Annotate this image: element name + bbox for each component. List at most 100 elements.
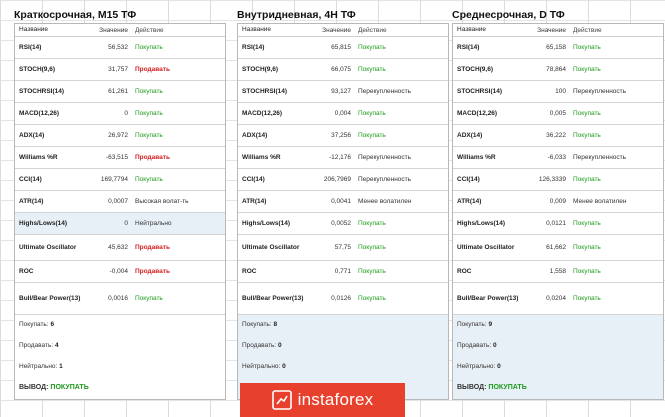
indicator-name: ADX(14) [19, 131, 45, 139]
verdict-value: ПОКУПАТЬ [488, 384, 527, 391]
indicator-name: STOCHRSI(14) [457, 87, 503, 95]
indicator-name: STOCHRSI(14) [242, 87, 288, 95]
table-row-cci: CCI(14) 126,3339 Покупать [453, 169, 663, 191]
column-header: Действие [135, 26, 164, 34]
indicator-value: 0,0007 [108, 198, 128, 205]
table-row-rsi: RSI(14) 56,532 Покупать [15, 37, 225, 59]
indicator-value: 1,558 [549, 268, 566, 275]
indicator-name: ATR(14) [19, 197, 44, 205]
indicator-value: 61,662 [546, 244, 566, 251]
summary-count: 6 [50, 321, 55, 328]
indicator-action: Продавать [135, 268, 170, 275]
table-row-stochrsi: STOCHRSI(14) 100 Перекупленность [453, 81, 663, 103]
summary-label: Нейтрально: [457, 363, 496, 370]
table-row-macd: MACD(12,26) 0,004 Покупать [238, 103, 448, 125]
indicator-name: RSI(14) [242, 43, 265, 51]
indicator-name: CCI(14) [457, 175, 480, 183]
table-row-ultimate-oscillator: Ultimate Oscillator 45,632 Продавать [15, 235, 225, 261]
panel-intraday: Внутридневная, 4H ТФ Название Значение Дейс… [237, 9, 449, 405]
table-row-ultimate-oscillator: Ultimate Oscillator 61,662 Покупать [453, 235, 663, 261]
summary-count: 4 [55, 342, 59, 349]
table-header: Название Значение Действие [453, 24, 663, 37]
indicator-value: 0 [124, 110, 128, 117]
indicator-value: 61,261 [108, 88, 128, 95]
indicator-action: Покупать [573, 176, 601, 183]
table-header: Название Значение Действие [15, 24, 225, 37]
indicator-name: Williams %R [19, 153, 58, 161]
indicator-action: Покупать [573, 110, 601, 117]
table-row-stochrsi: STOCHRSI(14) 93,127 Перекупленность [238, 81, 448, 103]
indicator-table: Название Значение Действие RSI(14) 65,815 Пок… [237, 23, 449, 400]
summary-block: Покупать: 6 Продавать: 4 Нейтрально: 1 ВЫВО… [15, 315, 225, 399]
summary-label: Продавать: [242, 342, 277, 349]
indicator-action: Покупать [358, 110, 386, 117]
indicator-name: CCI(14) [19, 175, 42, 183]
indicator-value: 0 [124, 220, 128, 227]
table-row-cci: CCI(14) 206,7969 Перекупленность [238, 169, 448, 191]
indicator-action: Продавать [135, 154, 170, 161]
summary-count: 1 [59, 363, 63, 370]
indicator-name: Bull/Bear Power(13) [242, 294, 304, 302]
indicator-name: Bull/Bear Power(13) [457, 294, 519, 302]
indicator-action: Покупать [358, 66, 386, 73]
indicator-action: Продавать [135, 66, 170, 73]
summary-count: 0 [282, 363, 286, 370]
summary-neutral: Нейтрально: 0 [242, 363, 286, 370]
indicator-action: Покупать [358, 220, 386, 227]
table-row-ultimate-oscillator: Ultimate Oscillator 57,75 Покупать [238, 235, 448, 261]
summary-block: Покупать: 9 Продавать: 0 Нейтрально: 0 ВЫВО… [453, 315, 663, 399]
indicator-action: Перекупленность [573, 154, 627, 161]
indicator-name: ROC [457, 267, 472, 275]
summary-label: Нейтрально: [242, 363, 281, 370]
indicator-value: 37,256 [331, 132, 351, 139]
indicator-action: Покупать [135, 176, 163, 183]
panel-title: Среднесрочная, D ТФ [452, 9, 565, 21]
indicator-action: Покупать [135, 44, 163, 51]
indicator-name: ADX(14) [457, 131, 483, 139]
indicator-value: -12,176 [328, 154, 351, 161]
indicator-table: Название Значение Действие RSI(14) 56,532 Пок… [14, 23, 226, 400]
indicator-name: Ultimate Oscillator [19, 243, 77, 251]
summary-count: 9 [488, 321, 493, 328]
panel-short-term: Краткосрочная, M15 ТФ Название Значение Дей… [14, 9, 226, 405]
indicator-value: 65,158 [546, 44, 566, 51]
indicator-name: ADX(14) [242, 131, 268, 139]
indicator-value: 169,7794 [100, 176, 128, 183]
indicator-action: Покупать [135, 295, 163, 302]
indicator-name: MACD(12,26) [457, 109, 498, 117]
column-header: Значение [99, 26, 128, 34]
summary-neutral: Нейтрально: 1 [19, 363, 63, 370]
indicator-action: Перекупленность [358, 176, 412, 183]
summary-count: 0 [497, 363, 501, 370]
summary-neutral: Нейтрально: 0 [457, 363, 501, 370]
indicator-action: Покупать [135, 132, 163, 139]
table-row-stoch: STOCH(9,6) 31,757 Продавать [15, 59, 225, 81]
indicator-action: Покупать [358, 244, 386, 251]
table-row-bull-bear-power: Bull/Bear Power(13) 0,0204 Покупать [453, 283, 663, 315]
indicator-action: Покупать [573, 244, 601, 251]
indicator-name: Williams %R [242, 153, 281, 161]
summary-verdict: ВЫВОД: ПОКУПАТЬ [19, 384, 89, 391]
summary-label: Нейтрально: [19, 363, 58, 370]
column-header: Название [457, 26, 487, 33]
table-row-stoch: STOCH(9,6) 78,864 Покупать [453, 59, 663, 81]
indicator-name: Highs/Lows(14) [242, 219, 291, 227]
table-row-macd: MACD(12,26) 0,005 Покупать [453, 103, 663, 125]
table-row-highs-lows: Highs/Lows(14) 0,0121 Покупать [453, 213, 663, 235]
indicator-action: Покупать [573, 268, 601, 275]
indicator-name: RSI(14) [19, 43, 42, 51]
table-row-williams: Williams %R -63,515 Продавать [15, 147, 225, 169]
indicator-name: STOCH(9,6) [19, 65, 55, 73]
indicator-name: STOCH(9,6) [242, 65, 278, 73]
indicator-value: 57,75 [334, 244, 351, 251]
indicator-action: Менее волатилен [358, 198, 412, 205]
panel-title: Внутридневная, 4H ТФ [237, 9, 356, 21]
indicator-action: Покупать [573, 220, 601, 227]
indicator-action: Высокая волат-ть [135, 198, 189, 205]
column-header: Название [242, 26, 272, 33]
indicator-value: 0,0052 [331, 220, 351, 227]
summary-sell: Продавать: 0 [242, 342, 282, 349]
indicator-name: MACD(12,26) [19, 109, 60, 117]
summary-sell: Продавать: 4 [19, 342, 59, 349]
summary-buy: Покупать: 8 [242, 321, 277, 328]
